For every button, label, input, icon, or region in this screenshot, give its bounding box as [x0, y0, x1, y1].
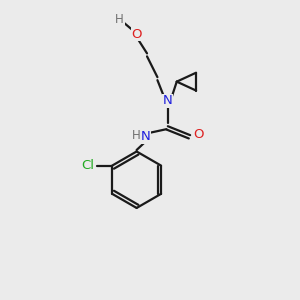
- Text: O: O: [193, 128, 204, 141]
- Text: H: H: [132, 129, 141, 142]
- Text: H: H: [115, 13, 124, 26]
- Text: N: N: [163, 94, 173, 107]
- Text: N: N: [141, 130, 150, 143]
- Text: Cl: Cl: [81, 159, 94, 172]
- Text: O: O: [131, 28, 142, 40]
